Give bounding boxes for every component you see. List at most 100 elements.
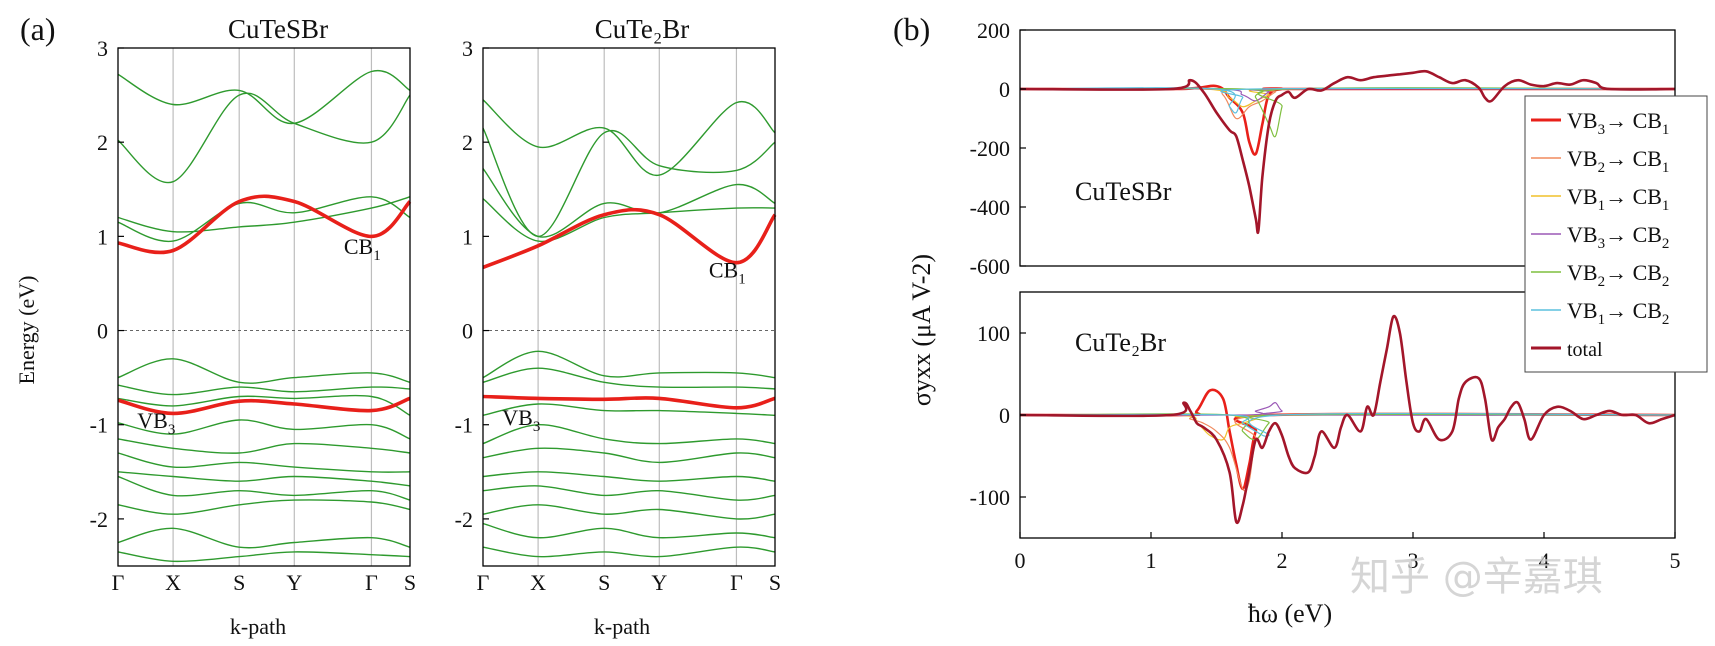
band-line (482, 350, 776, 379)
shg-panel-cutesbr: -600 -400 -200 0 200 CuTeSBr (970, 18, 1676, 279)
band-frame (482, 47, 776, 567)
ytick-label: 0 (97, 319, 108, 344)
kpoint-label: S (233, 570, 245, 595)
xtick-label: 0 (1015, 548, 1026, 573)
xtick-label: 4 (1539, 548, 1550, 573)
series-vb2-to-cb2 (1019, 413, 1676, 441)
kpoint-label: X (530, 570, 546, 595)
band-title-1: CuTeSBr (228, 14, 328, 44)
ytick-label: 3 (462, 36, 473, 61)
band-line (117, 69, 411, 125)
kpoint-label: Y (651, 570, 667, 595)
highlight-band-vb3 (117, 396, 411, 416)
series-vb2-to-cb1 (1019, 412, 1676, 492)
band-line (117, 92, 411, 184)
band-line (117, 438, 411, 454)
series-vb1-to-cb2 (1019, 412, 1676, 437)
band-annotation-cb1: CB1 (344, 234, 381, 264)
kpoint-label: S (598, 570, 610, 595)
ytick-label: 200 (977, 18, 1010, 43)
ytick-label: 0 (999, 403, 1010, 428)
ytick-label: 3 (97, 36, 108, 61)
band-line (117, 196, 411, 243)
kpoint-label: Γ (365, 570, 378, 595)
kpoint-label: S (404, 570, 416, 595)
ytick-label: 1 (97, 224, 108, 249)
band-line (117, 471, 411, 487)
ytick-label: 100 (977, 321, 1010, 346)
series-total (1019, 314, 1676, 525)
series-vb3-to-cb1 (1019, 388, 1676, 491)
band-line (482, 403, 776, 416)
band-line (117, 499, 411, 515)
ytick-label: -1 (455, 413, 473, 438)
band-line (482, 423, 776, 445)
band-xlabel-2: k-path (594, 614, 650, 639)
ytick-label: -600 (970, 254, 1010, 279)
shg-xlabel: ħω (eV) (1248, 599, 1332, 628)
shg-ylabel: σyxx (μA V-2) (907, 254, 936, 406)
ytick-label: -200 (970, 136, 1010, 161)
kpoint-label: Γ (730, 570, 743, 595)
kpoint-label: Γ (477, 570, 490, 595)
band-line (117, 419, 411, 440)
series-total (1019, 69, 1676, 235)
band-line (482, 522, 776, 539)
band-line (117, 452, 411, 473)
band-line (482, 127, 776, 238)
band-line (482, 367, 776, 390)
band-line (117, 527, 411, 549)
ytick-label: -2 (455, 507, 473, 532)
shg-compound-label: CuTeSBr (1075, 177, 1172, 206)
kpoint-label: Y (286, 570, 302, 595)
panel-label-a: (a) (20, 11, 56, 47)
band-line (482, 99, 776, 176)
kpoint-label: S (769, 570, 781, 595)
band-line (482, 471, 776, 482)
band-line (482, 198, 776, 242)
band-line (117, 384, 411, 396)
xtick-label: 2 (1277, 548, 1288, 573)
xtick-label: 5 (1670, 548, 1681, 573)
ytick-label: 2 (97, 130, 108, 155)
band-line (482, 168, 776, 238)
ytick-label: -2 (90, 507, 108, 532)
kpoint-label: X (165, 570, 181, 595)
kpoint-label: Γ (112, 570, 125, 595)
band-line (117, 196, 411, 233)
ytick-label: 1 (462, 224, 473, 249)
ytick-label: 0 (462, 319, 473, 344)
ytick-label: -100 (970, 485, 1010, 510)
band-line (117, 475, 411, 501)
band-title-2: CuTe₂Br (595, 14, 690, 44)
band-line (482, 485, 776, 501)
ytick-label: 0 (999, 77, 1010, 102)
band-line (117, 551, 411, 563)
band-xlabel-1: k-path (230, 614, 286, 639)
xtick-label: 1 (1146, 548, 1157, 573)
watermark: 知乎 @辛嘉琪 (1350, 554, 1603, 600)
highlight-band-cb1 (482, 207, 777, 270)
band-line (482, 546, 776, 558)
xtick-label: 3 (1408, 548, 1419, 573)
legend-entry: total (1567, 339, 1603, 361)
shg-panel-cute2br: -100 0 100 0 1 2 3 4 5 CuTe₂Br (970, 291, 1681, 573)
band-ylabel: Energy (eV) (14, 276, 39, 385)
ytick-label: -400 (970, 195, 1010, 220)
band-line (117, 394, 411, 416)
band-line (117, 358, 411, 384)
ytick-label: 2 (462, 130, 473, 155)
band-annotation-vb3: VB3 (502, 405, 540, 435)
highlight-band-cb1 (117, 194, 412, 255)
series-vb1-to-cb1 (1019, 413, 1676, 441)
panel-label-b: (b) (893, 11, 930, 47)
shg-compound-label: CuTe₂Br (1075, 328, 1166, 357)
band-line (482, 504, 776, 520)
highlight-band-vb3 (482, 394, 776, 410)
band-frame (117, 47, 411, 567)
